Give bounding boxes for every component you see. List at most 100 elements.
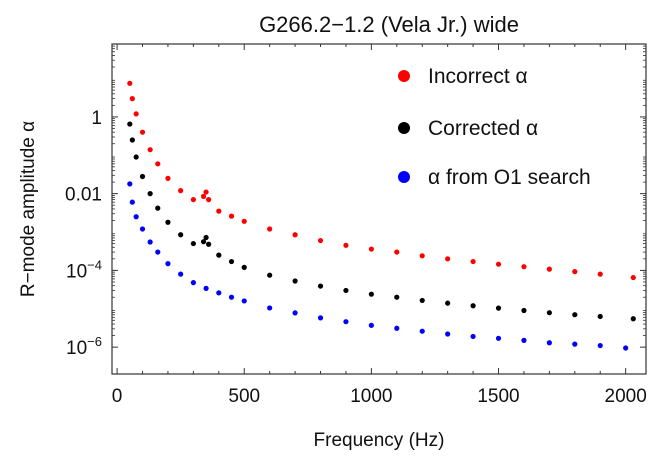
series-2-point (267, 305, 273, 311)
series-2-point (241, 298, 247, 304)
x-tick-label: 0 (112, 386, 123, 407)
series-1-point (521, 307, 527, 314)
series-0-point (155, 161, 161, 167)
series-1-point (470, 303, 476, 309)
series-1-point (241, 264, 247, 270)
series-2-point (317, 315, 324, 321)
series-0-point (133, 111, 139, 117)
x-tick-label: 2000 (605, 386, 647, 407)
series-0-point (470, 258, 476, 265)
series-2-point (292, 310, 298, 316)
y-tick-label: 0.01 (65, 185, 102, 206)
series-1-point (572, 312, 578, 318)
x-tick-label: 500 (228, 386, 260, 407)
series-2-point (127, 181, 133, 187)
series-0-point (317, 237, 324, 244)
series-2-point (546, 340, 552, 346)
series-0-point (343, 242, 349, 248)
series-1-point (267, 272, 273, 278)
series-0-point (495, 261, 502, 267)
series-0-point (165, 175, 171, 181)
series-1-point (546, 310, 552, 316)
series-2-point (178, 271, 184, 277)
series-0-point (129, 96, 135, 102)
series-1-point (127, 121, 133, 127)
series-0-point (241, 218, 247, 224)
series-2-point (521, 337, 527, 343)
series-0-point (521, 264, 527, 270)
series-1-point (200, 239, 207, 245)
series-1-point (203, 234, 209, 241)
series-1-point (495, 305, 502, 311)
ticks-layer: 0 500 1000 1500 2000 1 0.01 10−4 10−6 (65, 44, 647, 407)
series-1-point (228, 258, 235, 265)
series-2-point (155, 249, 161, 255)
chart-title: G266.2−1.2 (Vela Jr.) wide (259, 12, 519, 37)
legend-marker (398, 122, 410, 134)
series-2-point (139, 226, 146, 232)
series-1-point (129, 137, 135, 143)
series-2-point (445, 331, 451, 337)
series-2-point (597, 342, 603, 349)
legend-marker (398, 70, 410, 82)
series-2-point (203, 285, 209, 291)
series-1-point (165, 219, 171, 225)
series-2-point (165, 261, 171, 267)
series-0-point (267, 226, 273, 232)
series-2-point (147, 239, 153, 245)
x-tick-label: 1000 (350, 386, 392, 407)
series-0-point (190, 197, 196, 203)
series-0-point (546, 266, 552, 272)
series-0-point (228, 213, 235, 219)
series-0-point (394, 249, 400, 255)
series-0-point (630, 274, 636, 281)
series-2-point (228, 294, 235, 300)
series-1-point (206, 241, 212, 247)
series-2-point (470, 333, 476, 340)
series-1-point (147, 191, 153, 197)
legend-marker (398, 171, 410, 183)
y-tick-label: 1 (91, 108, 102, 129)
series-0-point (203, 189, 209, 195)
series-0-point (445, 256, 451, 262)
series-2-point (216, 290, 222, 296)
series-2-point (133, 214, 139, 220)
series-0-point (206, 197, 212, 203)
y-axis-label: R−mode amplitude α (18, 121, 39, 297)
series-1-point (630, 316, 636, 322)
series-0-point (292, 232, 298, 238)
series-1-point (317, 283, 324, 289)
legend-label: Corrected α (428, 117, 538, 140)
series-1-point (419, 297, 425, 304)
y-tick-label: 10−6 (66, 334, 102, 359)
series-0-point (178, 188, 184, 194)
series-1-point (368, 291, 374, 297)
series-1-point (178, 232, 184, 238)
series-1-point (216, 252, 222, 258)
series-1-point (597, 313, 603, 320)
series-2-point (368, 322, 374, 328)
series-0-point (139, 129, 146, 135)
series-1-point (155, 205, 161, 211)
series-2-point (129, 199, 135, 205)
x-axis-label: Frequency (Hz) (314, 430, 445, 451)
series-1-point (139, 173, 146, 180)
series-0-point (147, 147, 153, 153)
series-0-point (572, 269, 578, 275)
series-0-point (127, 80, 133, 86)
series-2-point (495, 335, 502, 341)
series-0-point (216, 208, 222, 214)
points-layer (127, 80, 636, 351)
legend: Incorrect α Corrected α α from O1 search (398, 65, 591, 189)
series-0-point (368, 246, 374, 252)
series-1-point (133, 154, 139, 160)
series-2-point (572, 341, 578, 347)
legend-label: Incorrect α (428, 65, 528, 88)
series-1-point (394, 294, 400, 300)
series-2-point (419, 328, 425, 334)
series-0-point (200, 193, 207, 199)
series-1-point (445, 300, 451, 306)
y-tick-label: 10−4 (66, 257, 102, 282)
series-1-point (343, 287, 349, 294)
series-1-point (292, 278, 298, 284)
